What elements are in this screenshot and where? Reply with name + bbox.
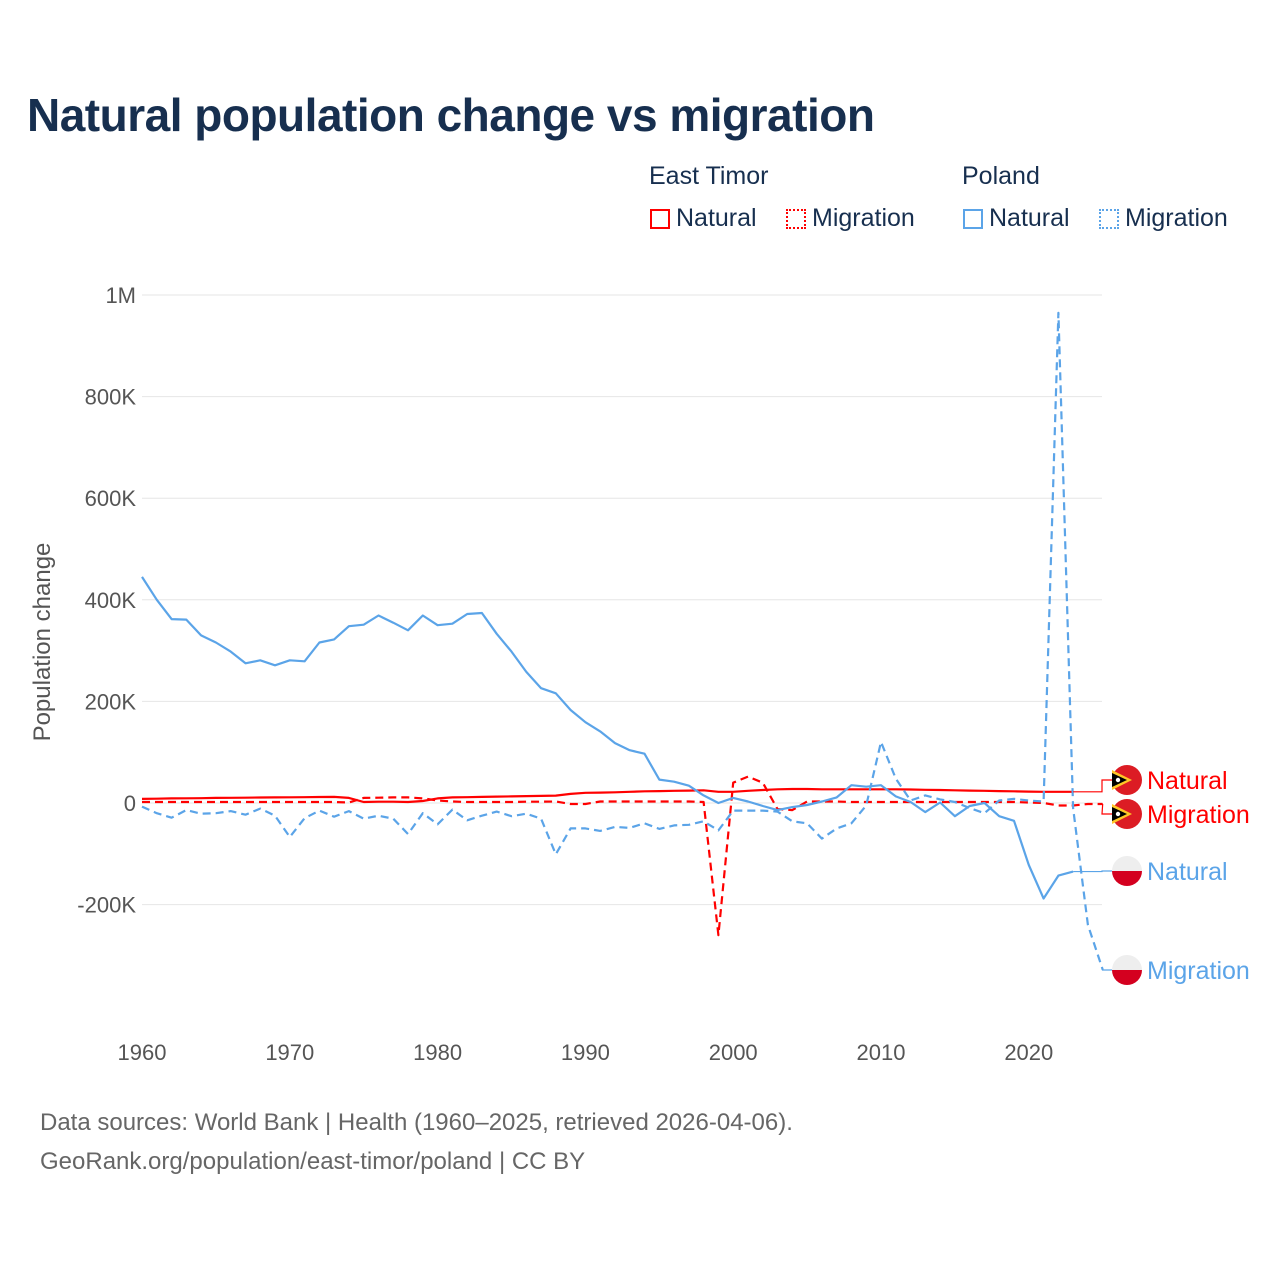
footer-sources: Data sources: World Bank | Health (1960–… [40,1109,793,1136]
end-label: Migration [1147,957,1250,985]
east-timor-flag-icon [1112,799,1142,829]
end-label: Migration [1147,801,1250,829]
series-line-east-timor-natural [141,787,1074,804]
y-tick-label: 400K [85,588,137,613]
y-axis-title: Population change [29,543,56,742]
legend-swatch-dotted [786,208,806,229]
legend-label: Migration [1125,204,1228,232]
legend-label: Migration [812,204,915,232]
y-tick-label: 800K [85,385,137,410]
poland-flag-icon [1112,856,1142,886]
x-tick-label: 2000 [709,1040,758,1065]
end-label: Natural [1147,858,1228,886]
label-connector [1073,779,1112,793]
x-tick-label: 1970 [265,1040,314,1065]
legend-swatch-dotted [1099,208,1119,229]
poland-flag-icon [1112,955,1142,985]
y-tick-label: 600K [85,486,137,511]
x-tick-label: 2020 [1004,1040,1053,1065]
legend-poland-migration[interactable]: Migration [1099,204,1228,233]
legend-east-timor-natural[interactable]: Natural [650,204,757,233]
footer-link[interactable]: GeoRank.org/population/east-timor/poland… [40,1148,586,1175]
legend-swatch-solid [650,208,670,229]
legend-east-timor-migration[interactable]: Migration [786,204,915,233]
chart-title: Natural population change vs migration [27,89,875,141]
east-timor-flag-icon [1112,765,1142,795]
y-tick-label: 1M [105,283,136,308]
end-label: Natural [1147,767,1228,795]
label-connector [1073,870,1112,873]
x-tick-label: 1990 [561,1040,610,1065]
y-tick-label: 0 [124,791,136,816]
y-tick-label: -200K [77,893,136,918]
x-tick-label: 2010 [857,1040,906,1065]
series-line-poland-migration [141,311,1104,970]
series-line-east-timor-migration [142,775,1103,937]
legend-group-poland: Poland [962,162,1040,190]
x-tick-label: 1980 [413,1040,462,1065]
legend-group-east-timor: East Timor [649,162,769,190]
legend-poland-natural[interactable]: Natural [963,204,1070,233]
legend-label: Natural [676,204,757,232]
label-connector [1101,803,1112,815]
x-tick-label: 1960 [118,1040,167,1065]
y-tick-label: 200K [85,689,137,714]
legend-swatch-solid [963,208,983,229]
legend-label: Natural [989,204,1070,232]
series-line-poland-natural [141,576,1074,900]
